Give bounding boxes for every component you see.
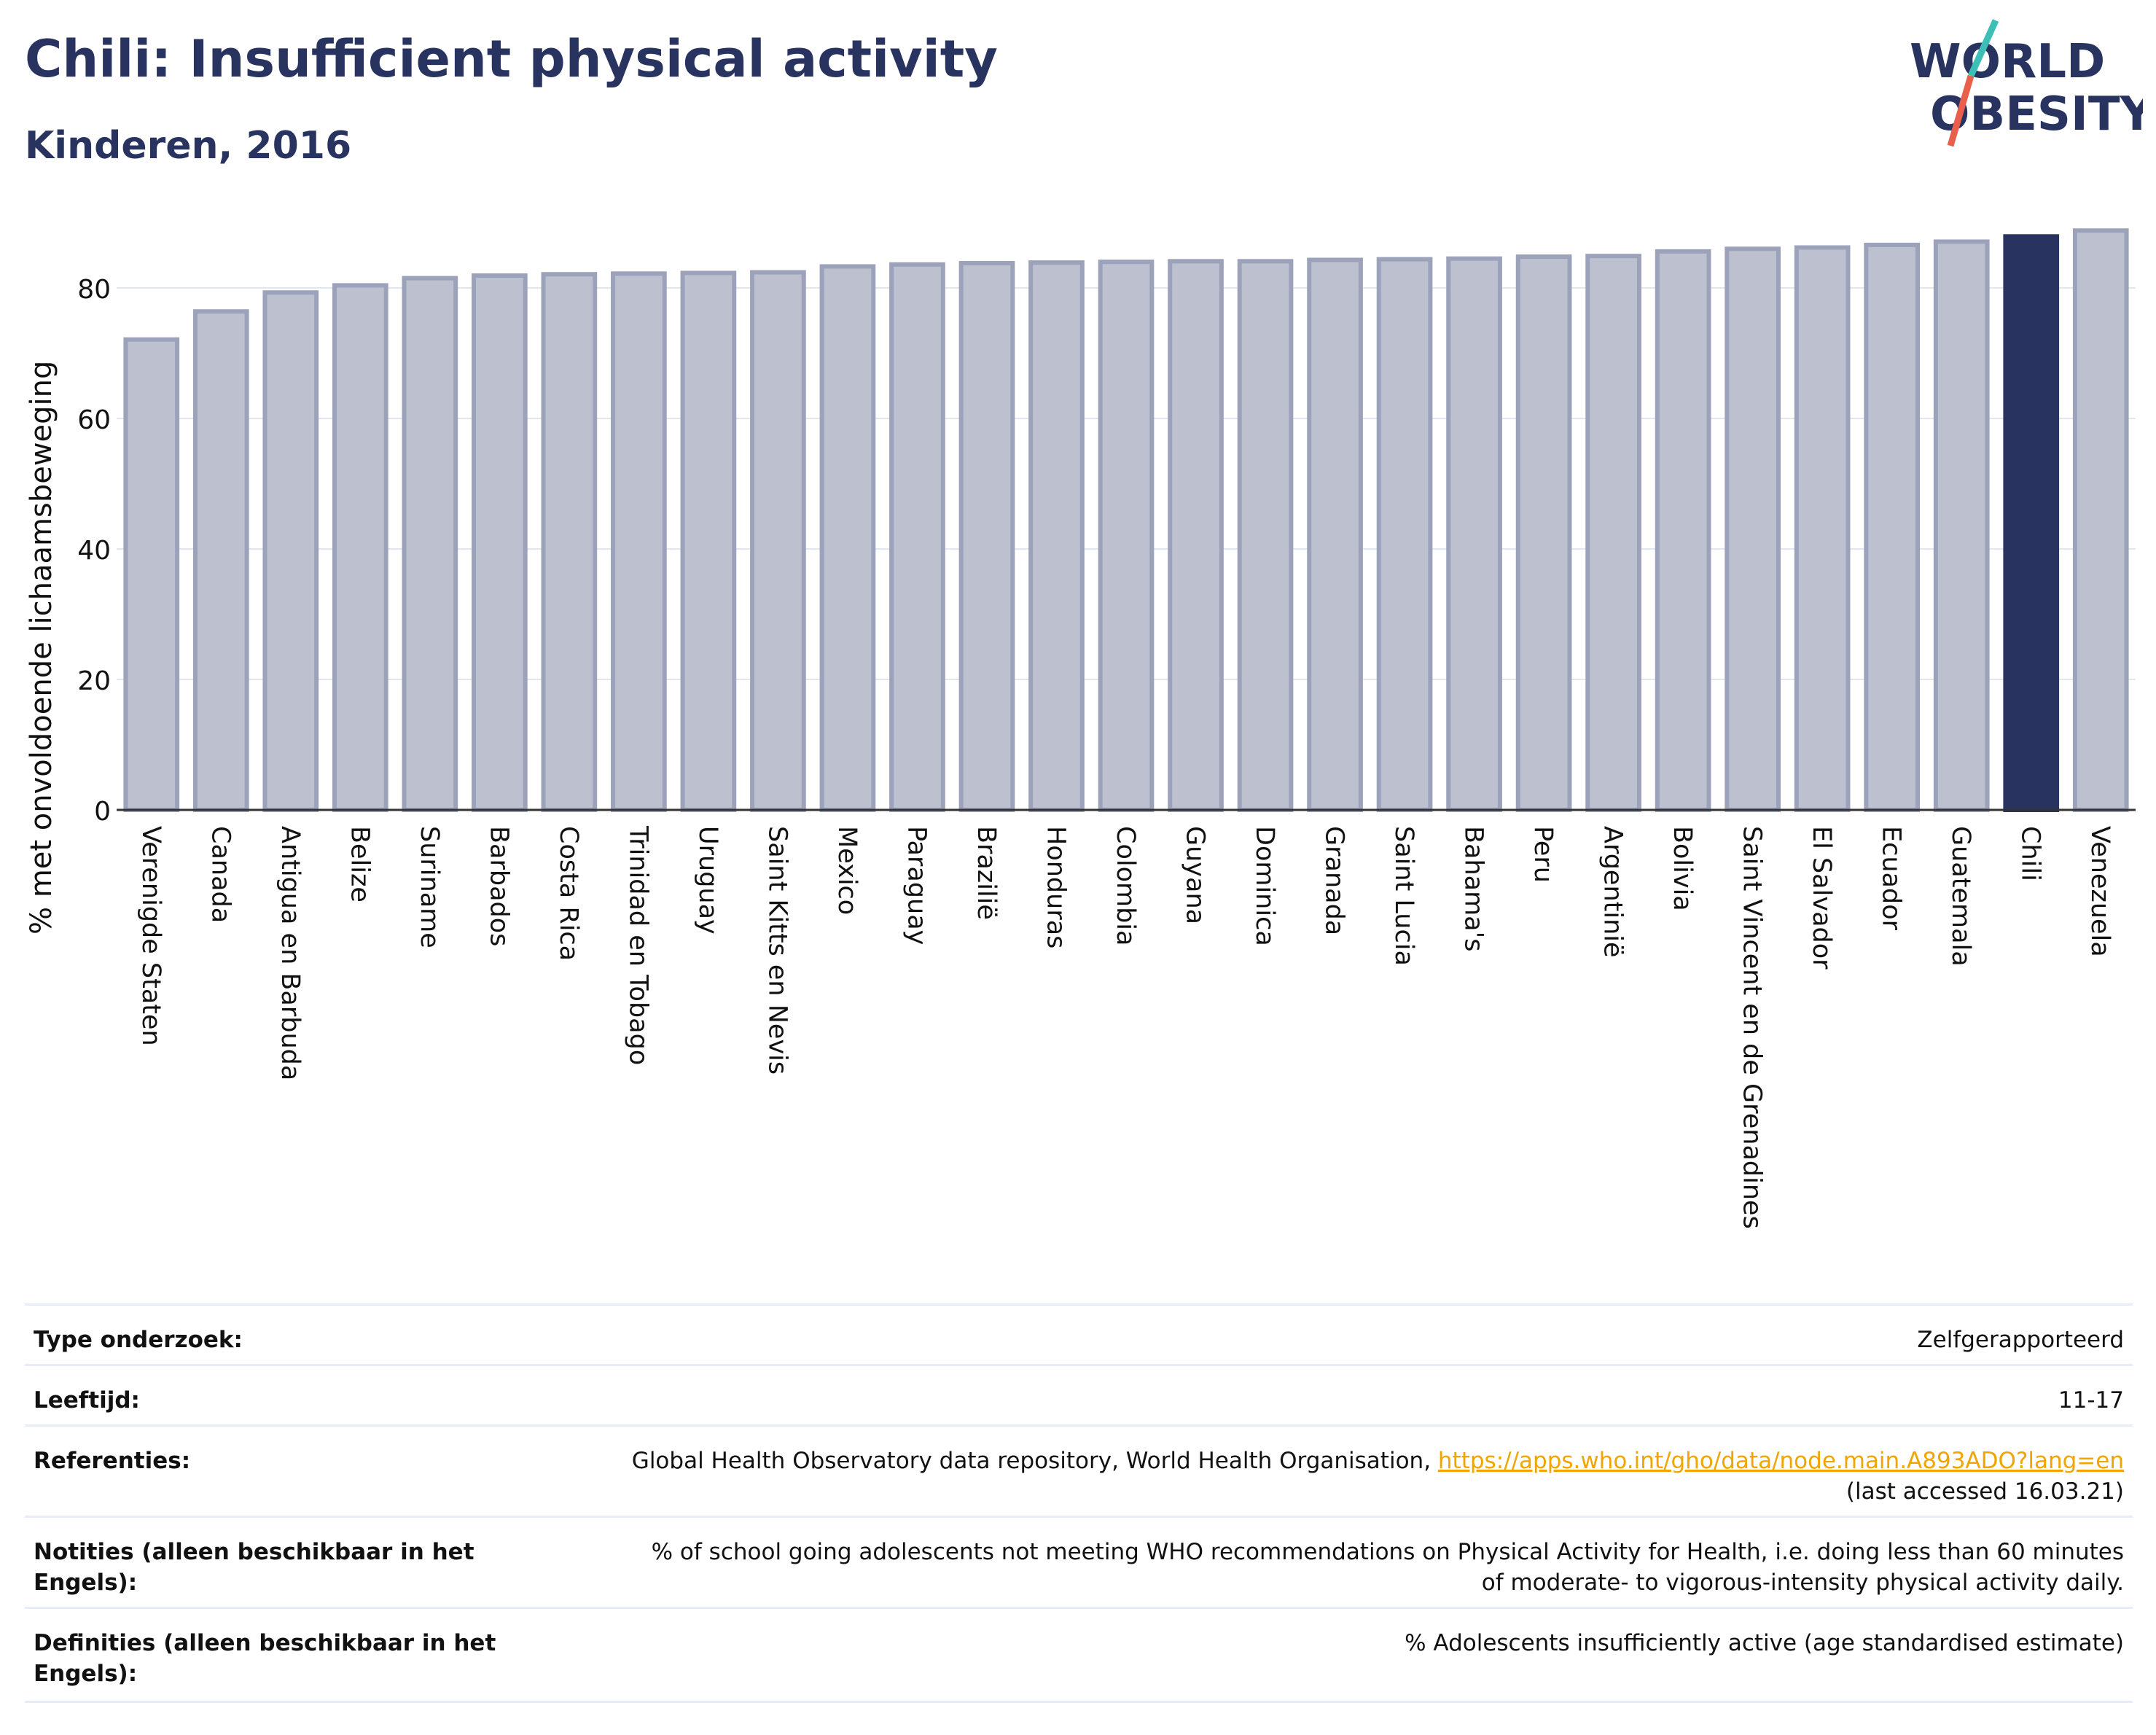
reference-accessed: (last accessed 16.03.21) — [1846, 1478, 2124, 1505]
x-tick-label: Costa Rica — [554, 826, 583, 961]
x-tick-label: Guatemala — [1946, 826, 1975, 967]
bar-guyana — [1168, 259, 1224, 812]
x-tick-label: Verenigde Staten — [136, 826, 165, 1046]
x-tick-label: Honduras — [1041, 826, 1070, 948]
y-tick-label: 40 — [77, 536, 111, 566]
x-tick-label: Peru — [1528, 826, 1558, 883]
x-tick-label: El Salvador — [1807, 826, 1836, 970]
x-tick-label: Ecuador — [1877, 826, 1906, 931]
row-label: Leeftijd: — [34, 1387, 140, 1414]
table-row: Notities (alleen beschikbaar in het Enge… — [25, 1516, 2133, 1607]
bar-barbados — [472, 273, 528, 812]
row-value: Global Health Observatory data repositor… — [500, 1427, 2133, 1507]
bar-peru — [1515, 254, 1572, 813]
x-tick-label: Mexico — [832, 826, 862, 915]
bar-costa-rica — [541, 272, 598, 812]
table-row: Type onderzoek: Zelfgerapporteerd — [25, 1303, 2133, 1364]
row-label: Notities (alleen beschikbaar in het Enge… — [34, 1539, 474, 1596]
x-tick-label: Brazilië — [972, 826, 1001, 920]
reference-link[interactable]: https://apps.who.int/gho/data/node.main.… — [1437, 1448, 2124, 1474]
row-label: Type onderzoek: — [34, 1327, 243, 1353]
bar-chili — [2003, 234, 2060, 813]
y-tick-label: 0 — [94, 797, 111, 827]
bar-trinidad-en-tobago — [611, 271, 667, 812]
bar-ecuador — [1864, 242, 1921, 812]
y-tick-label: 80 — [77, 275, 111, 305]
bar-saint-vincent-en-de-grenadines — [1725, 246, 1781, 812]
x-tick-label: Venezuela — [2085, 826, 2114, 957]
x-tick-label: Colombia — [1111, 826, 1140, 946]
bar-paraguay — [889, 262, 945, 812]
logo-line1: WORLD — [1910, 35, 2105, 89]
y-tick-label: 60 — [77, 405, 111, 435]
bar-verenigde-staten — [123, 337, 180, 812]
x-tick-label: Argentinië — [1598, 826, 1628, 958]
bar-bahama-s — [1446, 256, 1502, 813]
info-table: Type onderzoek: Zelfgerapporteerd Leefti… — [25, 1303, 2133, 1703]
x-tick-label: Antigua en Barbuda — [276, 826, 305, 1080]
row-value: % Adolescents insufficiently active (age… — [1405, 1630, 2124, 1656]
row-label: Referenties: — [34, 1448, 191, 1474]
bar-el-salvador — [1794, 245, 1851, 812]
bar-honduras — [1028, 260, 1085, 813]
x-tick-label: Uruguay — [693, 826, 722, 935]
world-obesity-logo: WORLD OBESITY — [1910, 19, 2143, 147]
x-tick-label: Belize — [345, 826, 374, 902]
x-tick-label: Guyana — [1181, 826, 1210, 924]
bar-saint-lucia — [1376, 257, 1433, 812]
table-row: Leeftijd: 11-17 — [25, 1364, 2133, 1424]
bar-suriname — [402, 276, 458, 812]
bar-venezuela — [2072, 228, 2129, 812]
x-axis-ticks: Verenigde Staten Canada Antigua en Barbuda… — [136, 825, 2114, 1229]
y-tick-label: 20 — [77, 666, 111, 696]
bar-antigua-en-barbuda — [262, 290, 319, 812]
x-tick-label: Trinidad en Tobago — [623, 825, 652, 1065]
y-axis-ticks: 0 20 40 60 80 — [77, 275, 111, 827]
x-tick-label: Chili — [2016, 826, 2045, 881]
bar-brazili- — [958, 260, 1015, 812]
bar-colombia — [1098, 260, 1155, 812]
page-subtitle: Kinderen, 2016 — [25, 124, 352, 168]
bar-canada — [192, 309, 249, 813]
bar-bolivia — [1655, 249, 1711, 812]
bar-guatemala — [1933, 239, 1990, 812]
bar-argentini- — [1585, 254, 1641, 812]
x-tick-label: Saint Kitts en Nevis — [762, 826, 792, 1075]
table-row: Definities (alleen beschikbaar in het En… — [25, 1607, 2133, 1703]
bar-granada — [1307, 257, 1363, 812]
row-value: 11-17 — [2058, 1387, 2124, 1414]
x-tick-label: Bolivia — [1668, 826, 1697, 911]
bar-uruguay — [680, 270, 737, 813]
x-tick-label: Barbados — [484, 826, 513, 946]
x-tick-label: Granada — [1320, 826, 1349, 935]
row-label: Definities (alleen beschikbaar in het En… — [34, 1630, 496, 1687]
row-value: % of school going adolescents not meetin… — [651, 1539, 2124, 1596]
x-tick-label: Saint Vincent en de Grenadines — [1738, 826, 1767, 1229]
x-tick-label: Dominica — [1250, 826, 1279, 946]
x-tick-label: Canada — [206, 826, 235, 923]
row-value: Zelfgerapporteerd — [1917, 1327, 2124, 1353]
bar-saint-kitts-en-nevis — [750, 270, 806, 812]
x-tick-label: Paraguay — [902, 826, 931, 945]
bar-mexico — [819, 264, 876, 812]
bar-chart: 0 20 40 60 80 Verenigde Staten Canada Antigua … — [25, 228, 2136, 1229]
y-axis-label: % met onvoldoende lichaamsbeweging — [25, 361, 58, 935]
reference-text: Global Health Observatory data repositor… — [631, 1448, 1438, 1474]
logo-red-slash — [1947, 74, 1975, 147]
page-title: Chili: Insufficient physical activity — [25, 29, 998, 89]
bar-belize — [332, 283, 388, 813]
x-tick-label: Bahama's — [1459, 826, 1488, 952]
x-tick-label: Suriname — [415, 826, 444, 948]
x-tick-label: Saint Lucia — [1389, 826, 1418, 966]
logo-teal-slash — [1967, 19, 1999, 77]
bar-dominica — [1237, 259, 1294, 812]
bars — [123, 228, 2129, 813]
table-row: Referenties: Global Health Observatory d… — [25, 1424, 2133, 1516]
